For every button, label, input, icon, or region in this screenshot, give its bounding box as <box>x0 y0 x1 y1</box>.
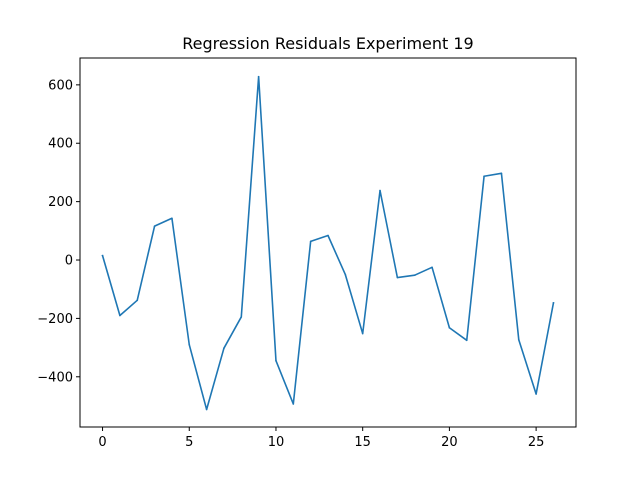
y-tick-label: 600 <box>48 78 73 93</box>
data-point <box>292 403 295 405</box>
data-point <box>379 189 381 192</box>
data-point <box>101 254 104 257</box>
y-tick-label: 0 <box>65 254 73 269</box>
data-point <box>205 408 208 411</box>
data-point <box>517 338 520 341</box>
axes-frame <box>79 57 577 428</box>
data-point <box>171 217 173 220</box>
data-point <box>344 273 347 276</box>
y-axis: −400 −200 0 200 400 600 <box>37 78 80 385</box>
data-point <box>396 276 399 279</box>
y-tick-label: −200 <box>37 312 73 327</box>
plot-area <box>101 75 555 411</box>
x-tick-label: 25 <box>528 435 545 450</box>
data-point <box>223 347 225 349</box>
data-point <box>309 240 312 243</box>
x-tick-label: 15 <box>354 435 371 450</box>
data-point <box>483 175 485 178</box>
x-tick-label: 0 <box>98 435 106 450</box>
data-point <box>361 332 364 335</box>
data-point <box>257 75 260 78</box>
data-point <box>535 393 537 395</box>
x-tick-label: 10 <box>268 435 285 450</box>
data-point <box>465 339 468 342</box>
y-tick-label: 200 <box>48 195 73 210</box>
data-point <box>448 326 451 329</box>
data-point <box>431 266 433 269</box>
data-point <box>153 225 156 227</box>
data-point <box>275 359 277 362</box>
data-point <box>188 343 191 346</box>
chart-title: Regression Residuals Experiment 19 <box>182 34 473 53</box>
y-tick-label: 400 <box>48 137 73 152</box>
data-point <box>240 316 243 318</box>
y-tick-label: −400 <box>37 370 73 385</box>
data-point <box>119 314 121 317</box>
x-tick-label: 5 <box>185 435 193 450</box>
data-point <box>413 274 416 276</box>
data-point <box>500 172 503 175</box>
data-point <box>136 299 139 302</box>
data-point <box>327 234 329 237</box>
x-axis: 0 5 10 15 20 25 <box>98 427 544 450</box>
x-tick-label: 20 <box>441 435 458 450</box>
data-point <box>552 302 555 304</box>
